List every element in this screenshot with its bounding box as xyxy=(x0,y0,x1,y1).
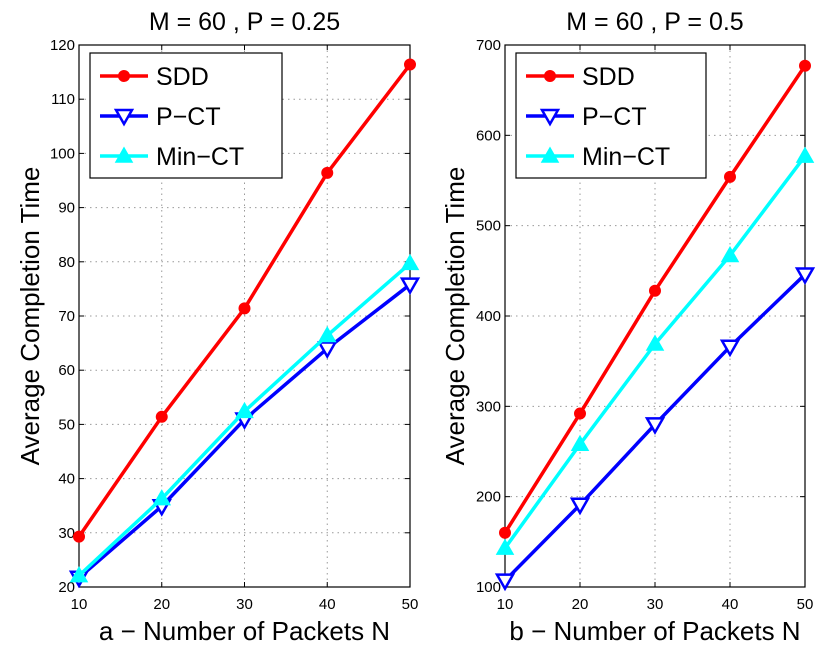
x-tick-label: 20 xyxy=(153,596,170,613)
x-tick-label: 30 xyxy=(236,596,253,613)
y-tick-label: 100 xyxy=(50,145,75,162)
data-point xyxy=(574,407,586,420)
data-point xyxy=(73,530,85,543)
data-point xyxy=(495,538,515,555)
y-tick-label: 100 xyxy=(476,579,501,596)
x-tick-label: 40 xyxy=(722,596,739,613)
data-point xyxy=(494,573,516,592)
y-tick-label: 700 xyxy=(476,37,501,54)
data-point xyxy=(649,284,661,297)
data-point xyxy=(69,566,89,583)
data-point xyxy=(794,267,816,285)
legend-marker xyxy=(118,70,130,82)
legend-label: SDD xyxy=(156,63,209,91)
data-point xyxy=(317,326,337,343)
x-tick-label: 50 xyxy=(797,596,814,613)
data-point xyxy=(499,526,511,539)
y-tick-label: 120 xyxy=(50,37,75,54)
y-tick-label: 600 xyxy=(476,127,501,144)
legend-label: P−CT xyxy=(582,103,647,131)
data-point xyxy=(795,146,815,163)
legend-marker xyxy=(114,146,134,163)
y-tick-label: 70 xyxy=(58,308,75,325)
data-point xyxy=(645,334,665,351)
legend-marker xyxy=(113,108,135,127)
legend: SDD P−CT Min−CT xyxy=(89,52,283,179)
data-point xyxy=(720,245,740,263)
y-tick-label: 20 xyxy=(58,579,75,596)
y-tick-label: 110 xyxy=(51,91,75,108)
data-point xyxy=(644,417,666,435)
data-point xyxy=(569,497,591,516)
chart-title: M = 60 , P = 0.25 xyxy=(149,8,340,36)
y-axis-label: Average Completion Time xyxy=(440,167,470,466)
y-tick-label: 300 xyxy=(476,398,501,415)
data-point xyxy=(724,170,736,183)
y-tick-label: 90 xyxy=(58,200,75,217)
data-point xyxy=(570,434,590,452)
x-tick-label: 40 xyxy=(319,596,336,613)
x-tick-label: 50 xyxy=(402,596,419,613)
legend-label: Min−CT xyxy=(582,143,670,171)
x-tick-label: 20 xyxy=(572,596,589,613)
legend-marker xyxy=(539,108,561,127)
data-point xyxy=(399,277,421,296)
data-point xyxy=(799,59,811,72)
x-axis-label: b − Number of Packets N xyxy=(509,616,800,646)
x-tick-label: 10 xyxy=(71,596,88,613)
y-tick-label: 60 xyxy=(58,362,75,379)
x-tick-label: 30 xyxy=(647,596,664,613)
y-tick-label: 50 xyxy=(58,416,75,433)
y-tick-label: 200 xyxy=(476,489,501,506)
data-point xyxy=(155,410,168,423)
legend-label: SDD xyxy=(582,63,635,91)
y-tick-label: 40 xyxy=(58,471,75,488)
legend-marker xyxy=(544,70,556,82)
data-point xyxy=(321,166,334,179)
series-line-min-ct xyxy=(503,155,807,550)
legend-marker xyxy=(540,146,560,163)
y-tick-label: 80 xyxy=(58,254,75,271)
data-point xyxy=(235,401,254,419)
y-tick-label: 30 xyxy=(58,525,75,542)
data-point xyxy=(317,341,338,360)
y-tick-label: 500 xyxy=(476,218,501,235)
data-point xyxy=(404,58,416,71)
x-axis-label: a − Number of Packets N xyxy=(99,616,390,646)
legend-label: Min−CT xyxy=(156,143,244,171)
y-axis-label: Average Completion Time xyxy=(15,167,45,466)
data-point xyxy=(238,302,251,315)
data-point xyxy=(152,489,172,506)
data-point xyxy=(400,253,420,271)
chart-panel-2: 10 20 30 40 50 100 200 300 400 500 600 700 M = 60 , … xyxy=(440,8,816,646)
x-tick-label: 10 xyxy=(497,596,514,613)
data-point xyxy=(719,339,741,358)
y-tick-label: 400 xyxy=(476,308,501,325)
legend-label: P−CT xyxy=(156,103,221,131)
legend: SDD P−CT Min−CT xyxy=(515,52,707,179)
chart-title: M = 60 , P = 0.5 xyxy=(566,8,743,36)
